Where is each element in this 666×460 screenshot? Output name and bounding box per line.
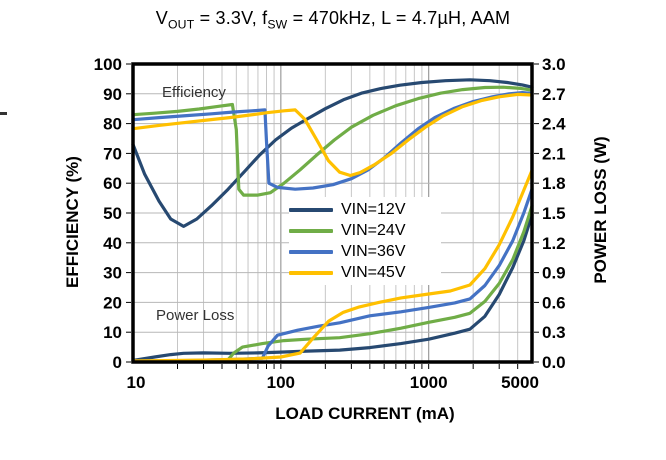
svg-text:0.6: 0.6	[542, 293, 566, 312]
legend-item-vin12: VIN=12V	[289, 199, 441, 220]
svg-text:2.7: 2.7	[542, 85, 566, 104]
annotation-power-loss: Power Loss	[156, 307, 235, 324]
legend-swatch-vin36	[289, 249, 333, 254]
series-line-vin-45v-efficiency	[131, 92, 534, 178]
chart-title: VOUT = 3.3V, fSW = 470kHz, L = 4.7µH, AA…	[155, 8, 511, 32]
svg-text:30: 30	[103, 264, 122, 283]
x-axis-title: LOAD CURRENT (mA)	[275, 404, 455, 423]
svg-text:90: 90	[103, 85, 122, 104]
y-axis-title-left: EFFICIENCY (%)	[63, 156, 82, 288]
series-lines	[131, 78, 534, 363]
legend-label-vin45: VIN=45V	[341, 263, 406, 281]
svg-text:20: 20	[103, 293, 122, 312]
svg-text:100: 100	[94, 55, 122, 74]
svg-text:1.8: 1.8	[542, 174, 566, 193]
legend-item-vin24: VIN=24V	[289, 220, 441, 241]
series-line-vin-12v-power-loss	[131, 213, 534, 363]
svg-text:0.0: 0.0	[542, 353, 566, 372]
svg-text:1.2: 1.2	[542, 234, 566, 253]
axis-ticks	[126, 63, 539, 369]
svg-text:2.4: 2.4	[542, 115, 566, 134]
legend-swatch-vin45	[289, 270, 333, 275]
svg-text:40: 40	[103, 234, 122, 253]
svg-text:60: 60	[103, 174, 122, 193]
legend-item-vin45: VIN=45V	[289, 262, 441, 283]
y-axis-title-right: POWER LOSS (W)	[591, 136, 610, 284]
svg-text:10: 10	[127, 373, 146, 392]
svg-text:0.3: 0.3	[542, 323, 566, 342]
svg-text:0: 0	[113, 353, 122, 372]
svg-text:1000: 1000	[410, 373, 448, 392]
series-line-vin-12v-efficiency	[131, 78, 534, 228]
svg-text:50: 50	[103, 204, 122, 223]
svg-text:100: 100	[267, 373, 295, 392]
svg-text:3.0: 3.0	[542, 55, 566, 74]
series-line-vin-36v-efficiency	[131, 90, 534, 191]
svg-text:2.1: 2.1	[542, 144, 566, 163]
legend-label-vin24: VIN=24V	[341, 221, 406, 239]
y-right-tick-labels: 3.0 2.7 2.4 2.1 1.8 1.5 1.2 0.9 0.6 0.3 0.0	[542, 55, 566, 372]
series-line-vin-45v-power-loss	[131, 168, 534, 363]
plot-frame	[131, 62, 534, 364]
svg-text:5000: 5000	[501, 373, 539, 392]
svg-text:70: 70	[103, 144, 122, 163]
x-tick-labels: 10 100 1000 5000	[127, 373, 539, 392]
legend-item-vin36: VIN=36V	[289, 241, 441, 262]
series-line-vin-24v-efficiency	[131, 85, 534, 197]
legend: VIN=12V VIN=24V VIN=36V VIN=45V	[289, 197, 441, 285]
legend-label-vin36: VIN=36V	[341, 242, 406, 260]
svg-text:0.9: 0.9	[542, 264, 566, 283]
legend-label-vin12: VIN=12V	[341, 200, 406, 218]
legend-swatch-vin12	[289, 207, 333, 212]
svg-text:80: 80	[103, 115, 122, 134]
annotation-efficiency: Efficiency	[162, 84, 226, 101]
svg-text:1.5: 1.5	[542, 204, 566, 223]
legend-swatch-vin24	[289, 228, 333, 233]
page-crop-artifact-dash	[0, 112, 7, 115]
svg-text:10: 10	[103, 323, 122, 342]
